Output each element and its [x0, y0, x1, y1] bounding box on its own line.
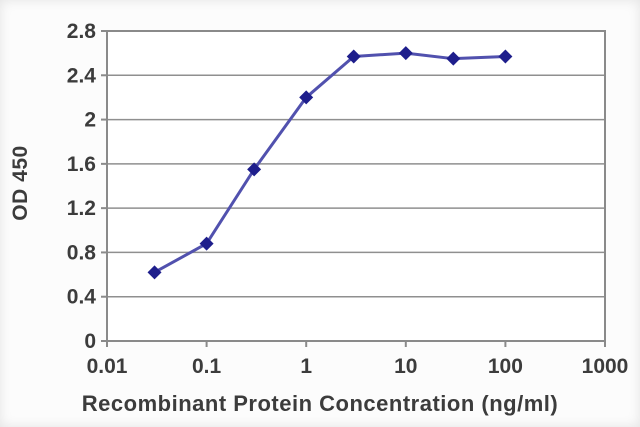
data-point-marker [446, 51, 461, 66]
data-point-marker [346, 49, 361, 64]
x-tick-label: 100 [488, 355, 523, 378]
y-tick-label: 2 [84, 109, 96, 132]
data-point-marker [199, 236, 214, 251]
data-point-marker [398, 46, 413, 61]
data-point-marker [247, 162, 262, 177]
y-tick-label: 1.2 [67, 197, 96, 220]
y-tick-label: 0.8 [67, 241, 97, 264]
x-tick-label: 0.01 [87, 355, 128, 378]
plot-background [107, 31, 605, 341]
x-tick-label: 1 [300, 355, 312, 378]
plot-border [106, 30, 606, 342]
data-point-marker [498, 49, 513, 64]
y-tick-label: 0 [84, 330, 96, 353]
y-axis-title: OD 450 [9, 145, 32, 221]
data-point-marker [299, 90, 314, 105]
y-tick-label: 2.8 [67, 20, 97, 43]
x-axis-title: Recombinant Protein Concentration (ng/ml… [81, 391, 559, 416]
x-tick-label: 0.1 [192, 355, 222, 378]
y-tick-label: 0.4 [67, 286, 97, 309]
y-tick-label: 2.4 [67, 64, 97, 87]
data-point-marker [147, 265, 162, 280]
y-tick-label: 1.6 [67, 153, 96, 176]
data-series-line [153, 51, 507, 274]
x-tick-label: 1000 [582, 355, 629, 378]
x-tick-label: 10 [394, 355, 417, 378]
